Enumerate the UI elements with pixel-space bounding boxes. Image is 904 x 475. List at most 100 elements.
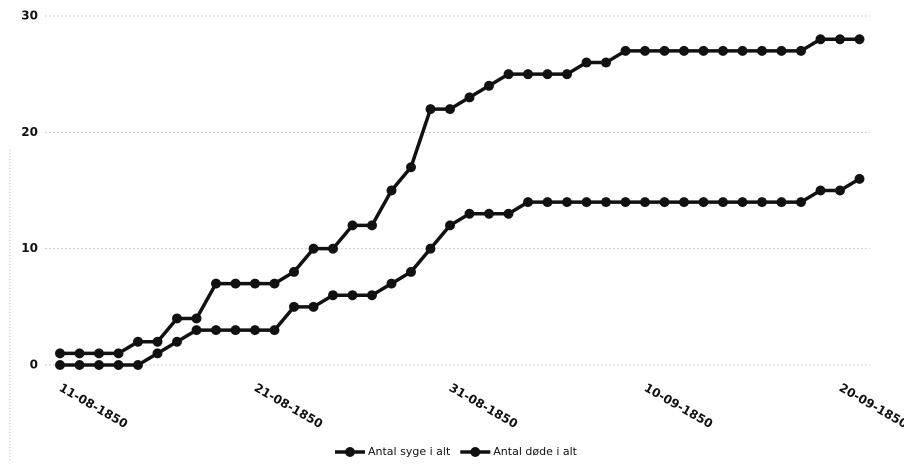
x-tick-label: 21-08-1850: [252, 381, 325, 432]
data-point: [581, 57, 592, 68]
data-point: [347, 290, 358, 301]
data-point: [484, 208, 494, 219]
data-point: [250, 278, 260, 289]
data-point: [289, 301, 299, 312]
data-point: [464, 208, 475, 219]
data-point: [542, 197, 553, 208]
data-point: [640, 45, 650, 56]
data-point: [640, 197, 650, 208]
data-point: [367, 290, 377, 301]
data-point: [464, 92, 475, 103]
data-point: [328, 243, 338, 254]
data-point: [308, 301, 319, 312]
data-point: [620, 45, 631, 56]
data-point: [503, 69, 514, 80]
data-point: [523, 197, 533, 208]
data-point: [581, 197, 592, 208]
data-point: [133, 336, 143, 347]
x-tick-label: 10-09-1850: [642, 381, 715, 432]
data-point: [445, 220, 455, 231]
data-point: [152, 348, 163, 359]
data-point: [679, 197, 689, 208]
data-point: [757, 45, 767, 56]
data-point: [133, 360, 143, 370]
data-point: [269, 278, 280, 289]
x-tick-label: 31-08-1850: [447, 381, 520, 432]
data-point: [776, 197, 787, 208]
y-tick-label: 20: [21, 125, 38, 139]
data-point: [386, 185, 397, 196]
data-point: [347, 220, 358, 231]
data-point: [230, 325, 241, 336]
data-point: [601, 57, 611, 68]
data-point: [737, 197, 748, 208]
data-point: [406, 162, 416, 173]
data-point: [94, 348, 104, 359]
data-point: [562, 69, 572, 80]
data-point: [445, 104, 455, 115]
data-point: [191, 313, 202, 324]
data-point: [718, 197, 728, 208]
data-point: [523, 69, 533, 80]
data-point: [425, 104, 436, 115]
y-tick-label: 0: [30, 358, 38, 372]
data-point: [172, 336, 182, 347]
data-point: [815, 34, 826, 45]
y-tick-label: 10: [21, 241, 38, 255]
data-point: [94, 360, 104, 370]
legend-label: Antal syge i alt: [368, 445, 451, 458]
x-tick-label: 20-09-1850: [837, 381, 904, 432]
data-point: [289, 266, 299, 277]
data-point: [796, 45, 806, 56]
legend-marker: [345, 447, 355, 457]
data-point: [542, 69, 553, 80]
data-point: [854, 34, 865, 45]
x-tick-label: 11-08-1850: [57, 381, 130, 432]
data-point: [113, 348, 124, 359]
data-point: [211, 325, 221, 336]
data-point: [718, 45, 728, 56]
series-line: [60, 177, 861, 367]
data-point: [503, 208, 514, 219]
data-point: [406, 266, 416, 277]
data-point: [601, 197, 611, 208]
data-point: [776, 45, 787, 56]
data-point: [386, 278, 397, 289]
data-point: [55, 348, 65, 359]
series-line: [60, 37, 860, 356]
data-point: [113, 360, 124, 370]
legend-label: Antal døde i alt: [493, 445, 577, 458]
data-point: [854, 173, 865, 184]
data-point: [659, 197, 670, 208]
data-point: [620, 197, 631, 208]
data-point: [191, 325, 202, 336]
data-point: [796, 197, 806, 208]
data-point: [308, 243, 319, 254]
data-point: [737, 45, 748, 56]
data-point: [230, 278, 241, 289]
data-point: [74, 360, 85, 370]
data-point: [55, 360, 65, 370]
data-point: [757, 197, 767, 208]
data-point: [659, 45, 670, 56]
data-point: [152, 336, 163, 347]
data-point: [250, 325, 260, 336]
data-point: [679, 45, 689, 56]
data-point: [698, 45, 709, 56]
data-point: [269, 325, 280, 336]
data-point: [562, 197, 572, 208]
y-tick-label: 30: [21, 9, 38, 23]
data-point: [425, 243, 436, 254]
data-point: [815, 185, 826, 196]
data-point: [74, 348, 85, 359]
data-point: [835, 185, 845, 196]
data-point: [328, 290, 338, 301]
data-point: [484, 80, 494, 91]
data-point: [835, 34, 845, 45]
data-point: [367, 220, 377, 231]
data-point: [172, 313, 182, 324]
data-point: [698, 197, 709, 208]
data-point: [211, 278, 221, 289]
legend-marker: [470, 447, 481, 457]
